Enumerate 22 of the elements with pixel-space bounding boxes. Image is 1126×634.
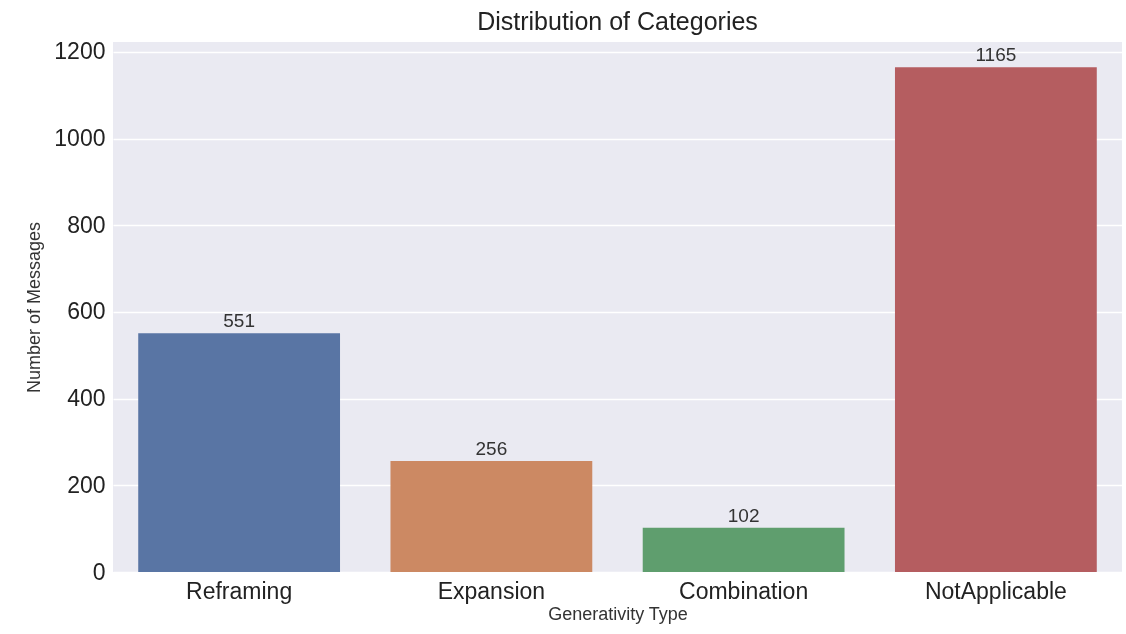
x-tick-label: NotApplicable [924,577,1067,604]
y-tick-label: 400 [67,385,106,412]
x-tick-label: Reframing [186,577,293,604]
x-axis-title: Generativity Type [548,603,688,624]
bar [894,67,1097,572]
chart-title: Distribution of Categories [477,6,758,35]
y-tick-label: 1000 [54,125,106,152]
y-tick-label: 0 [92,558,106,585]
bar [390,461,593,572]
y-tick-label: 1200 [54,38,106,65]
y-tick-label: 600 [67,298,106,325]
bar [138,333,341,572]
bar [642,527,845,572]
x-tick-label: Combination [679,577,809,604]
data-label: 1165 [975,44,1017,66]
y-tick-label: 800 [67,211,106,238]
data-label: 551 [223,310,255,332]
x-tick-label: Expansion [437,577,546,604]
data-label: 102 [727,504,760,526]
y-tick-label: 200 [67,471,106,498]
y-axis-title: Number of Messages [24,221,45,394]
data-label: 256 [475,438,508,460]
